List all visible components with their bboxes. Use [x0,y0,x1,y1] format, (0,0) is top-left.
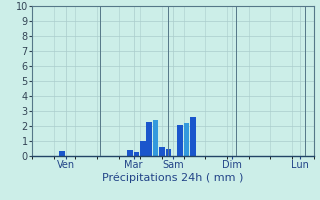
Bar [190,117,196,156]
Bar [184,123,189,156]
Bar [140,141,146,156]
Bar [134,152,139,156]
Bar [153,120,158,156]
Bar [59,151,65,156]
Bar [147,121,152,156]
Bar [177,124,183,156]
Bar [159,147,164,156]
X-axis label: Précipitations 24h ( mm ): Précipitations 24h ( mm ) [102,173,244,183]
Bar [127,150,133,156]
Bar [165,148,171,156]
